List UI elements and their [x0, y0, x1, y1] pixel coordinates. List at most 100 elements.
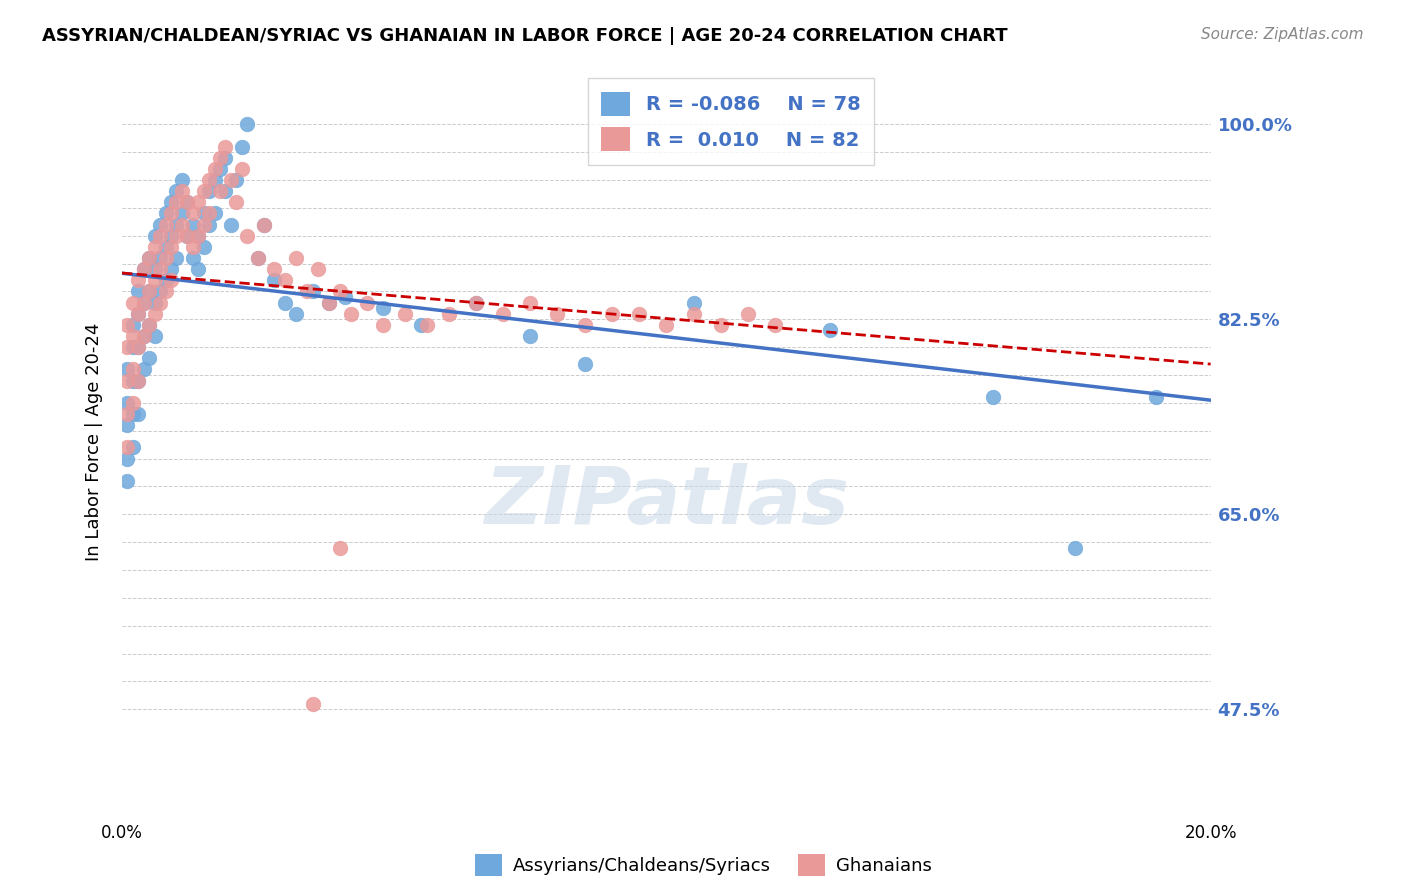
Point — [127, 307, 149, 321]
Point — [122, 329, 145, 343]
Point — [117, 362, 139, 376]
Point — [274, 295, 297, 310]
Point — [628, 307, 651, 321]
Point — [682, 295, 704, 310]
Point — [335, 290, 357, 304]
Point — [149, 285, 172, 299]
Point — [1144, 390, 1167, 404]
Point — [339, 307, 361, 321]
Point — [329, 541, 352, 555]
Point — [127, 407, 149, 421]
Point — [252, 218, 274, 232]
Point — [187, 228, 209, 243]
Point — [193, 184, 215, 198]
Point — [181, 218, 204, 232]
Point — [176, 195, 198, 210]
Point — [166, 251, 188, 265]
Legend: R = -0.086    N = 78, R =  0.010    N = 82: R = -0.086 N = 78, R = 0.010 N = 82 — [588, 78, 875, 165]
Point — [149, 251, 172, 265]
Point — [204, 206, 226, 220]
Point — [166, 195, 188, 210]
Point — [208, 184, 231, 198]
Point — [236, 117, 259, 131]
Point — [519, 329, 541, 343]
Point — [155, 273, 177, 287]
Point — [117, 407, 139, 421]
Point — [122, 407, 145, 421]
Point — [149, 228, 172, 243]
Point — [117, 441, 139, 455]
Point — [655, 318, 678, 332]
Point — [170, 173, 193, 187]
Point — [193, 206, 215, 220]
Point — [127, 374, 149, 388]
Point — [138, 351, 160, 366]
Point — [214, 151, 236, 165]
Point — [170, 218, 193, 232]
Point — [176, 195, 198, 210]
Point — [437, 307, 460, 321]
Point — [214, 139, 236, 153]
Text: 20.0%: 20.0% — [1184, 824, 1237, 842]
Point — [763, 318, 786, 332]
Point — [193, 240, 215, 254]
Point — [155, 218, 177, 232]
Point — [143, 307, 166, 321]
Point — [318, 295, 340, 310]
Point — [247, 251, 270, 265]
Text: Source: ZipAtlas.com: Source: ZipAtlas.com — [1201, 27, 1364, 42]
Point — [166, 228, 188, 243]
Point — [181, 251, 204, 265]
Point — [132, 262, 155, 277]
Point — [193, 218, 215, 232]
Text: ZIPatlas: ZIPatlas — [484, 463, 849, 541]
Point — [214, 184, 236, 198]
Point — [274, 273, 297, 287]
Point — [132, 295, 155, 310]
Point — [204, 161, 226, 176]
Point — [247, 251, 270, 265]
Point — [176, 228, 198, 243]
Point — [187, 262, 209, 277]
Point — [198, 218, 221, 232]
Point — [149, 295, 172, 310]
Point — [263, 262, 285, 277]
Text: ASSYRIAN/CHALDEAN/SYRIAC VS GHANAIAN IN LABOR FORCE | AGE 20-24 CORRELATION CHAR: ASSYRIAN/CHALDEAN/SYRIAC VS GHANAIAN IN … — [42, 27, 1008, 45]
Point — [181, 206, 204, 220]
Point — [127, 285, 149, 299]
Point — [208, 161, 231, 176]
Point — [198, 184, 221, 198]
Point — [155, 240, 177, 254]
Point — [307, 262, 329, 277]
Point — [464, 295, 486, 310]
Point — [122, 441, 145, 455]
Point — [143, 240, 166, 254]
Point — [411, 318, 433, 332]
Point — [252, 218, 274, 232]
Point — [166, 218, 188, 232]
Point — [138, 318, 160, 332]
Legend: Assyrians/Chaldeans/Syriacs, Ghanaians: Assyrians/Chaldeans/Syriacs, Ghanaians — [467, 847, 939, 883]
Point — [138, 251, 160, 265]
Point — [231, 161, 253, 176]
Point — [263, 273, 285, 287]
Point — [204, 173, 226, 187]
Point — [117, 396, 139, 410]
Point — [170, 184, 193, 198]
Point — [155, 206, 177, 220]
Point — [160, 206, 183, 220]
Point — [737, 307, 759, 321]
Point — [356, 295, 378, 310]
Point — [187, 195, 209, 210]
Point — [710, 318, 733, 332]
Point — [492, 307, 515, 321]
Point — [132, 329, 155, 343]
Point — [122, 318, 145, 332]
Point — [149, 262, 172, 277]
Point — [117, 340, 139, 354]
Point — [818, 323, 841, 337]
Point — [198, 173, 221, 187]
Point — [155, 251, 177, 265]
Point — [122, 362, 145, 376]
Point — [181, 240, 204, 254]
